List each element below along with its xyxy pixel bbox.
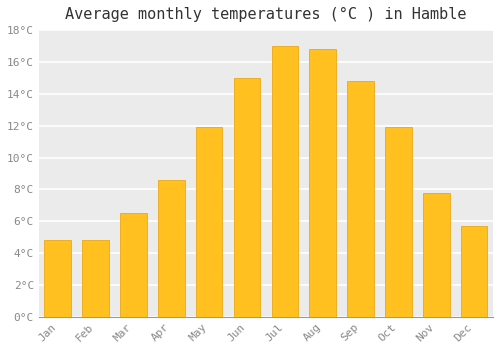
Bar <box>348 81 374 317</box>
Bar <box>272 46 298 317</box>
Bar <box>423 193 450 317</box>
Bar <box>120 213 146 317</box>
Bar <box>82 240 109 317</box>
Bar <box>196 127 222 317</box>
Bar <box>158 180 184 317</box>
Bar <box>385 127 411 317</box>
Bar <box>234 78 260 317</box>
Title: Average monthly temperatures (°C ) in Hamble: Average monthly temperatures (°C ) in Ha… <box>65 7 466 22</box>
Bar <box>461 226 487 317</box>
Bar <box>310 49 336 317</box>
Bar <box>44 240 71 317</box>
